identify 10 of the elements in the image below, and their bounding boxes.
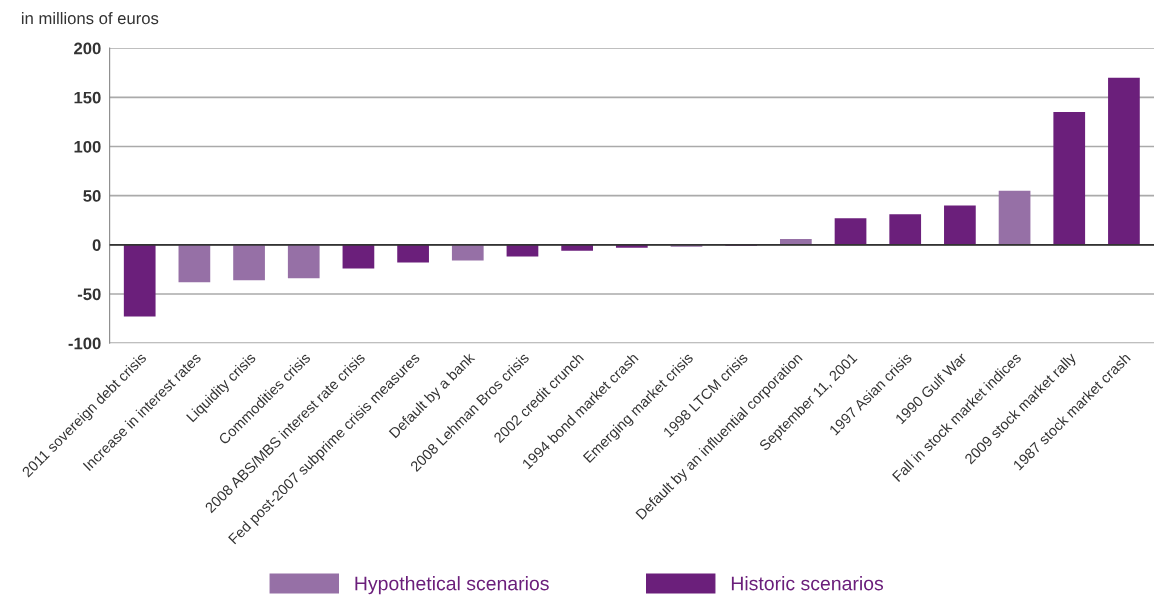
y-tick-label: 0 [92, 239, 101, 252]
y-tick-label: 100 [74, 140, 101, 153]
y-tick-label: -50 [77, 288, 101, 301]
y-axis-title: in millions of euros [21, 11, 159, 25]
y-tick-label: 150 [74, 91, 101, 104]
legend-label: Hypothetical scenarios [355, 576, 549, 595]
y-tick-label: -100 [68, 337, 101, 350]
y-tick-label: 200 [74, 42, 101, 55]
y-tick-label: 50 [83, 190, 101, 202]
legend-label: Historic scenarios [731, 576, 884, 591]
